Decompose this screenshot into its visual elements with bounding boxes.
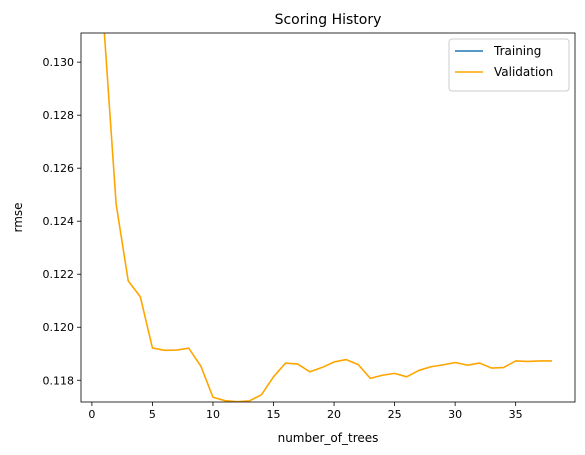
y-tick-label: 0.118 — [43, 374, 75, 387]
x-axis-ticks: 0 5 10 15 20 25 30 35 — [88, 402, 523, 421]
x-tick-label: 15 — [267, 408, 281, 421]
legend-label-validation: Validation — [494, 65, 553, 79]
y-axis-label: rmse — [11, 202, 25, 232]
x-tick-label: 30 — [448, 408, 462, 421]
y-tick-label: 0.122 — [43, 268, 75, 281]
series-line-validation — [103, 33, 552, 402]
y-tick-label: 0.130 — [43, 56, 75, 69]
series-layer — [103, 33, 552, 402]
chart-title: Scoring History — [275, 12, 382, 28]
x-axis-label: number_of_trees — [278, 431, 379, 445]
y-tick-label: 0.126 — [43, 162, 75, 175]
x-tick-label: 5 — [149, 408, 156, 421]
x-tick-label: 35 — [509, 408, 523, 421]
y-tick-label: 0.120 — [43, 321, 75, 334]
legend-label-training: Training — [493, 44, 541, 58]
y-tick-label: 0.124 — [43, 215, 75, 228]
y-axis-ticks: 0.118 0.120 0.122 0.124 0.126 0.128 0.130 — [43, 56, 81, 387]
x-tick-label: 25 — [388, 408, 402, 421]
plot-frame — [80, 32, 576, 403]
x-tick-label: 20 — [327, 408, 341, 421]
x-tick-label: 0 — [88, 408, 95, 421]
legend-box — [448, 38, 570, 92]
y-tick-label: 0.128 — [43, 109, 75, 122]
x-tick-label: 10 — [206, 408, 220, 421]
legend: Training Validation — [448, 38, 570, 92]
